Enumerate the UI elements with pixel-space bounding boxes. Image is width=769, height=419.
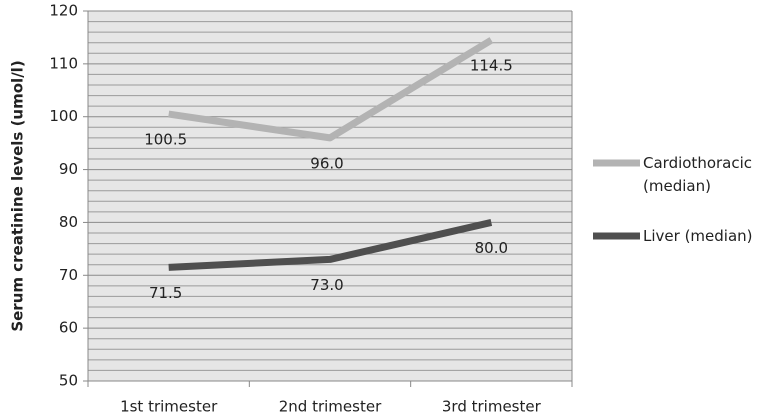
y-tick-label: 70	[59, 266, 78, 284]
x-tick-label: 2nd trimester	[279, 398, 382, 416]
y-tick-label: 50	[59, 372, 78, 390]
x-tick-label: 1st trimester	[120, 398, 218, 416]
data-label: 73.0	[310, 276, 343, 294]
y-tick-label: 60	[59, 319, 78, 337]
y-tick-label: 80	[59, 213, 78, 231]
data-label: 114.5	[470, 57, 513, 75]
y-tick-label: 90	[59, 160, 78, 178]
data-label: 80.0	[475, 239, 508, 257]
legend-label: Cardiothoracic (median)	[643, 154, 752, 195]
legend-line: Liver (median)	[643, 227, 753, 245]
y-tick-label: 120	[49, 2, 78, 20]
y-tick-label: 110	[49, 54, 78, 72]
legend-line: (median)	[643, 177, 711, 195]
x-tick-label: 3rd trimester	[442, 398, 542, 416]
legend-line: Cardiothoracic	[643, 154, 752, 172]
data-label: 96.0	[310, 154, 343, 172]
plot-area	[88, 11, 572, 381]
data-label: 71.5	[149, 284, 182, 302]
y-axis-title: Serum creatinine levels (umol/l)	[9, 60, 27, 331]
data-label: 100.5	[144, 131, 187, 149]
series-line	[168, 219, 493, 271]
legend-label: Liver (median)	[643, 227, 753, 245]
series-line	[168, 37, 494, 142]
y-tick-label: 100	[49, 107, 78, 125]
